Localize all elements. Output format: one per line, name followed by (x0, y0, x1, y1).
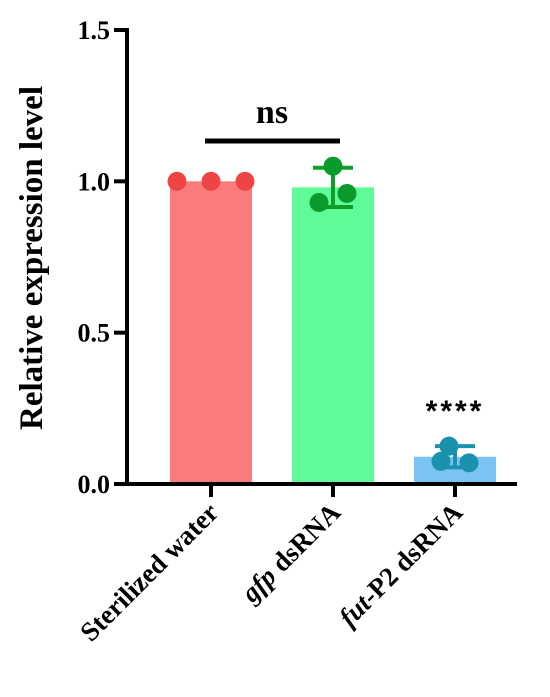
category-label: gfp dsRNA (235, 497, 347, 609)
x-ticks-group (209, 484, 457, 497)
y-ticks-group: 0.0 0.5 1.0 1.5 (78, 16, 127, 499)
data-point (167, 171, 187, 191)
y-axis-title: Relative expression level (14, 86, 50, 430)
data-point (201, 171, 221, 191)
data-point (235, 171, 255, 191)
data-point (431, 451, 451, 471)
data-point (459, 453, 479, 473)
data-point (323, 156, 343, 176)
significance-stars-annotation: **** (426, 395, 485, 428)
annotations-group: ns **** (205, 94, 485, 428)
y-tick-label: 1.0 (78, 167, 111, 196)
y-tick-label: 1.5 (78, 16, 111, 45)
category-label: fut-P2 dsRNA (333, 497, 469, 633)
data-point (439, 436, 459, 456)
category-label: Sterilized water (74, 497, 224, 647)
data-point (337, 183, 357, 203)
data-points-group (167, 156, 479, 473)
axes-group (125, 28, 517, 486)
y-tick-label: 0.5 (78, 319, 111, 348)
bar (170, 181, 252, 485)
y-tick-label: 0.0 (78, 470, 111, 499)
data-point (309, 193, 329, 213)
bar (292, 187, 374, 485)
bars-group (170, 181, 496, 485)
ns-annotation: ns (256, 94, 288, 131)
